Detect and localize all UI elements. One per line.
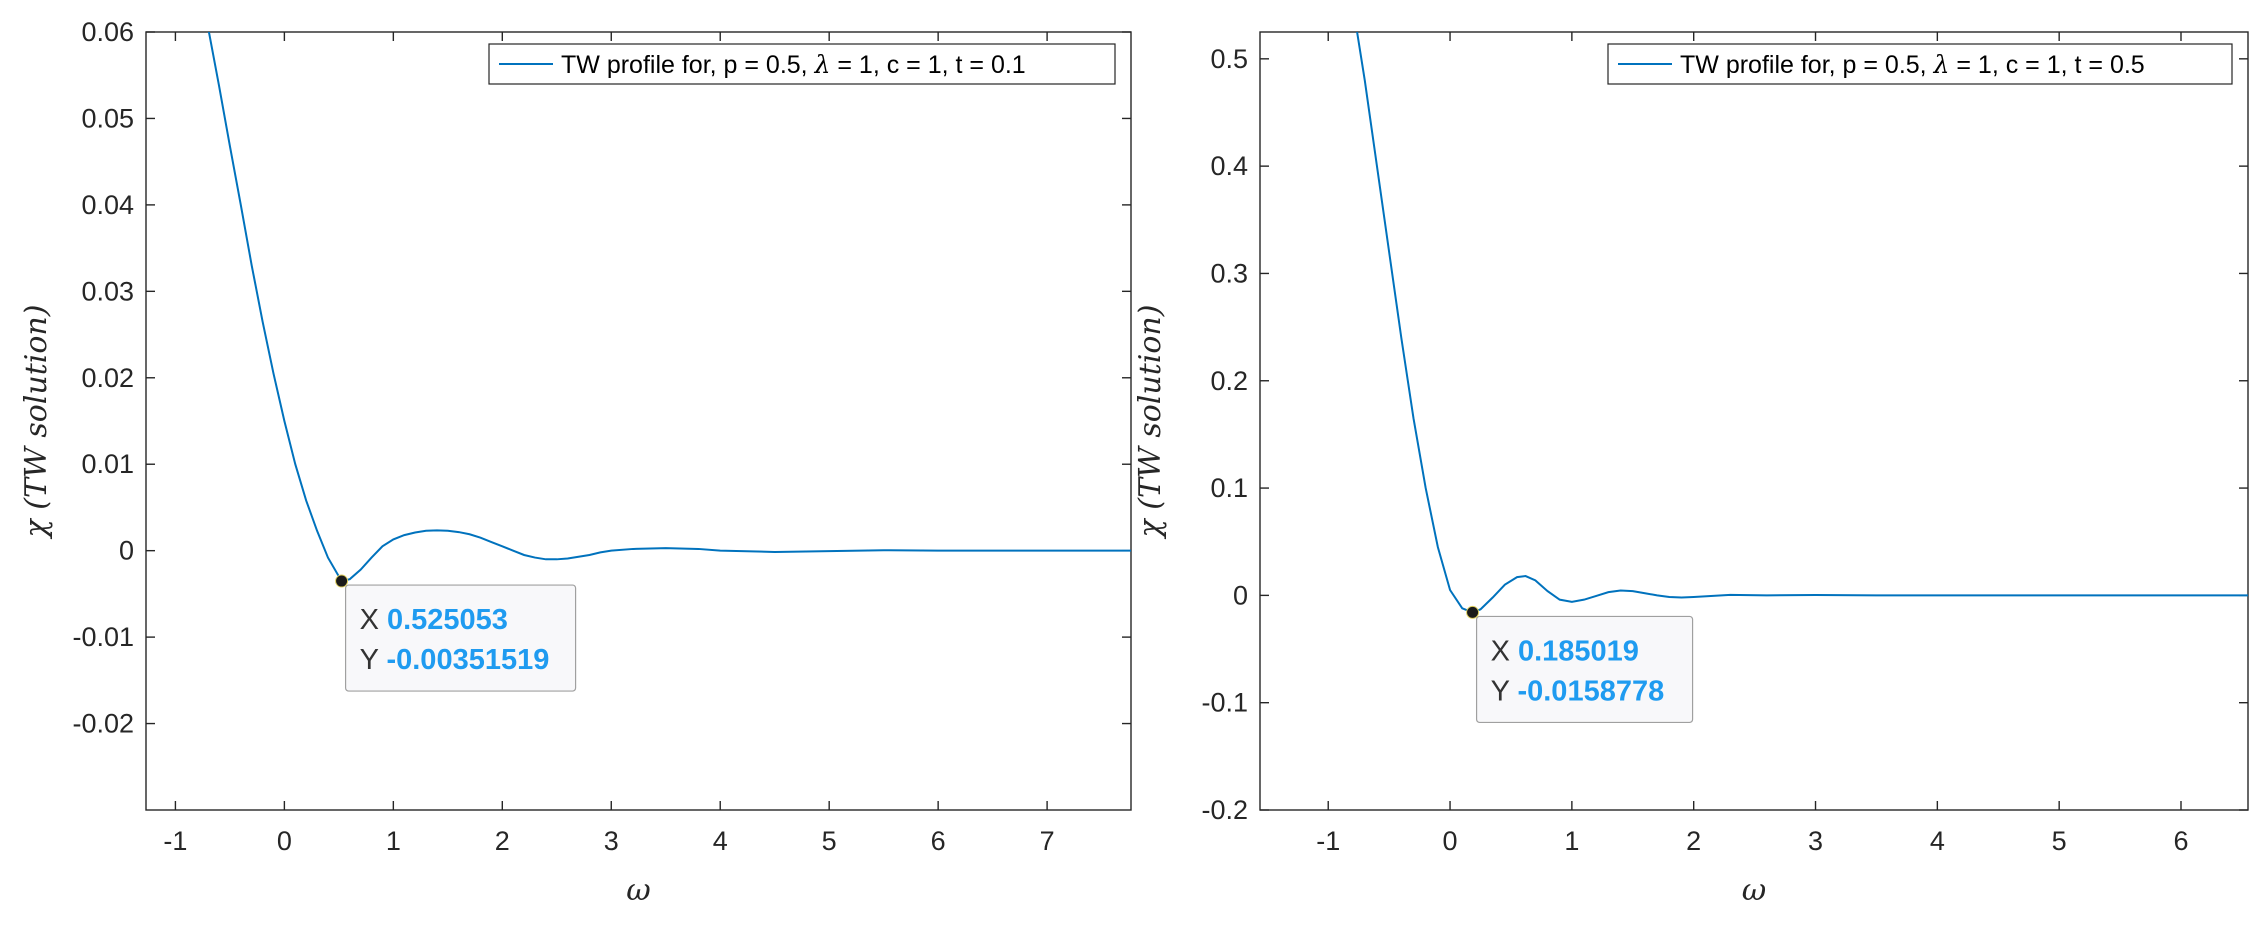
chart-2-legend-label: TW profile for, p = 0.5, λ = 1, c = 1, t… <box>1680 50 2145 79</box>
chart-1-datatip-x-label: X 0.525053 <box>360 604 508 636</box>
chart-2-x-axis-label: ω <box>1742 873 1766 908</box>
chart-1-datatip-y-label: Y -0.00351519 <box>360 644 550 676</box>
chart-2-datatip-y-label: Y -0.0158778 <box>1491 675 1665 707</box>
chart-1-datatip-marker[interactable] <box>335 574 349 588</box>
chart-1-y-tick-label: 0.06 <box>81 17 134 47</box>
chart-2-datatip-box <box>1475 615 1694 724</box>
chart-2-y-tick-label: -0.1 <box>1201 688 1248 718</box>
chart-1-x-tick-label: 6 <box>931 826 946 856</box>
chart-2-x-tick-label: -1 <box>1316 826 1340 856</box>
chart-1-datatip-x-value: 0.525053 <box>387 604 508 636</box>
chart-1-y-tick-label: -0.01 <box>72 622 134 652</box>
chart-2-legend-text-b: = 1, c = 1, t = 0.5 <box>1949 51 2144 79</box>
chart-1-x-tick-label: 2 <box>495 826 510 856</box>
chart-2-legend-box <box>1607 43 2233 85</box>
chart-1-legend-text-a: TW profile for, p = 0.5, <box>561 51 815 79</box>
chart-1-legend-box <box>488 43 1116 85</box>
chart-2-x-tick-label: 3 <box>1808 826 1823 856</box>
chart-2-datatip-x-value: 0.185019 <box>1518 635 1639 667</box>
chart-1-legend: TW profile for, p = 0.5, λ = 1, c = 1, t… <box>488 43 1116 85</box>
chart-1-legend-lambda: λ <box>814 50 831 79</box>
chart-2-datatip-y-value: -0.0158778 <box>1517 675 1664 707</box>
chart-2-y-tick-label: 0.3 <box>1210 258 1248 288</box>
chart-1-y-tick-label: -0.02 <box>72 709 134 739</box>
chart-left: -1 0 1 2 3 4 5 6 7 -0.02 -0.01 0 0.01 0.02 0.03 0.04 0.0… <box>19 17 1132 908</box>
chart-1-y-tick-label: 0.02 <box>81 363 134 393</box>
chart-1-axes-box <box>145 31 1132 811</box>
chart-2-y-tick-label: 0.2 <box>1210 366 1248 396</box>
chart-1-datatip-y-value: -0.00351519 <box>386 644 549 676</box>
chart-2-x-tick-label: 6 <box>2173 826 2188 856</box>
chart-2-legend: TW profile for, p = 0.5, λ = 1, c = 1, t… <box>1607 43 2233 85</box>
chart-2-y-tick-label: 0.1 <box>1210 473 1248 503</box>
chart-2-x-tick-label: 2 <box>1686 826 1701 856</box>
chart-2-y-tick-label: -0.2 <box>1201 795 1248 825</box>
chart-1-y-tick-label: 0.04 <box>81 190 134 220</box>
chart-2-y-axis-label: χ (TW solution) <box>1133 305 1168 540</box>
chart-1-y-tick-label: 0.03 <box>81 276 134 306</box>
chart-1-x-tick-label: -1 <box>163 826 187 856</box>
chart-2-x-tick-label: 5 <box>2052 826 2067 856</box>
chart-1-y-tick-label: 0.01 <box>81 449 134 479</box>
chart-1-y-tick-label: 0 <box>119 536 134 566</box>
chart-2-legend-text-a: TW profile for, p = 0.5, <box>1680 51 1934 79</box>
chart-1-x-tick-label: 4 <box>713 826 728 856</box>
chart-2-y-tick-label: 0 <box>1233 580 1248 610</box>
chart-2-series-line <box>1356 32 2248 614</box>
chart-2-x-tick-label: 4 <box>1930 826 1945 856</box>
chart-2-x-tick-label: 0 <box>1443 826 1458 856</box>
chart-1-x-axis-label: ω <box>626 873 650 908</box>
chart-1-x-tick-label: 5 <box>822 826 837 856</box>
chart-1-legend-label: TW profile for, p = 0.5, λ = 1, c = 1, t… <box>561 50 1026 79</box>
chart-1-x-tick-label: 0 <box>277 826 292 856</box>
chart-2-x-tick-label: 1 <box>1564 826 1579 856</box>
chart-1-legend-text-b: = 1, c = 1, t = 0.1 <box>830 51 1025 79</box>
chart-2-y-tick-label: 0.4 <box>1210 151 1248 181</box>
chart-2-datatip[interactable]: X 0.185019 Y -0.0158778 <box>1466 605 1694 724</box>
chart-2-legend-lambda: λ <box>1933 50 1950 79</box>
chart-1-x-tick-label: 3 <box>604 826 619 856</box>
chart-1-y-axis-label: χ (TW solution) <box>19 305 54 540</box>
chart-1-x-tick-label: 1 <box>386 826 401 856</box>
chart-right: -1 0 1 2 3 4 5 6 -0.2 -0.1 0 0.1 0.2 0.3 0.4 0.5 ω χ (TW … <box>1133 31 2249 908</box>
chart-2-axes-box <box>1259 31 2249 811</box>
chart-1-y-tick-label: 0.05 <box>81 103 134 133</box>
chart-2-datatip-x-label: X 0.185019 <box>1491 635 1639 667</box>
chart-1-x-tick-label: 7 <box>1040 826 1055 856</box>
chart-1-datatip[interactable]: X 0.525053 Y -0.00351519 <box>335 574 577 692</box>
chart-2-datatip-marker[interactable] <box>1466 605 1480 619</box>
chart-1-datatip-box <box>344 584 577 692</box>
chart-2-y-tick-label: 0.5 <box>1210 44 1248 74</box>
chart-1-series-line <box>207 32 1131 583</box>
